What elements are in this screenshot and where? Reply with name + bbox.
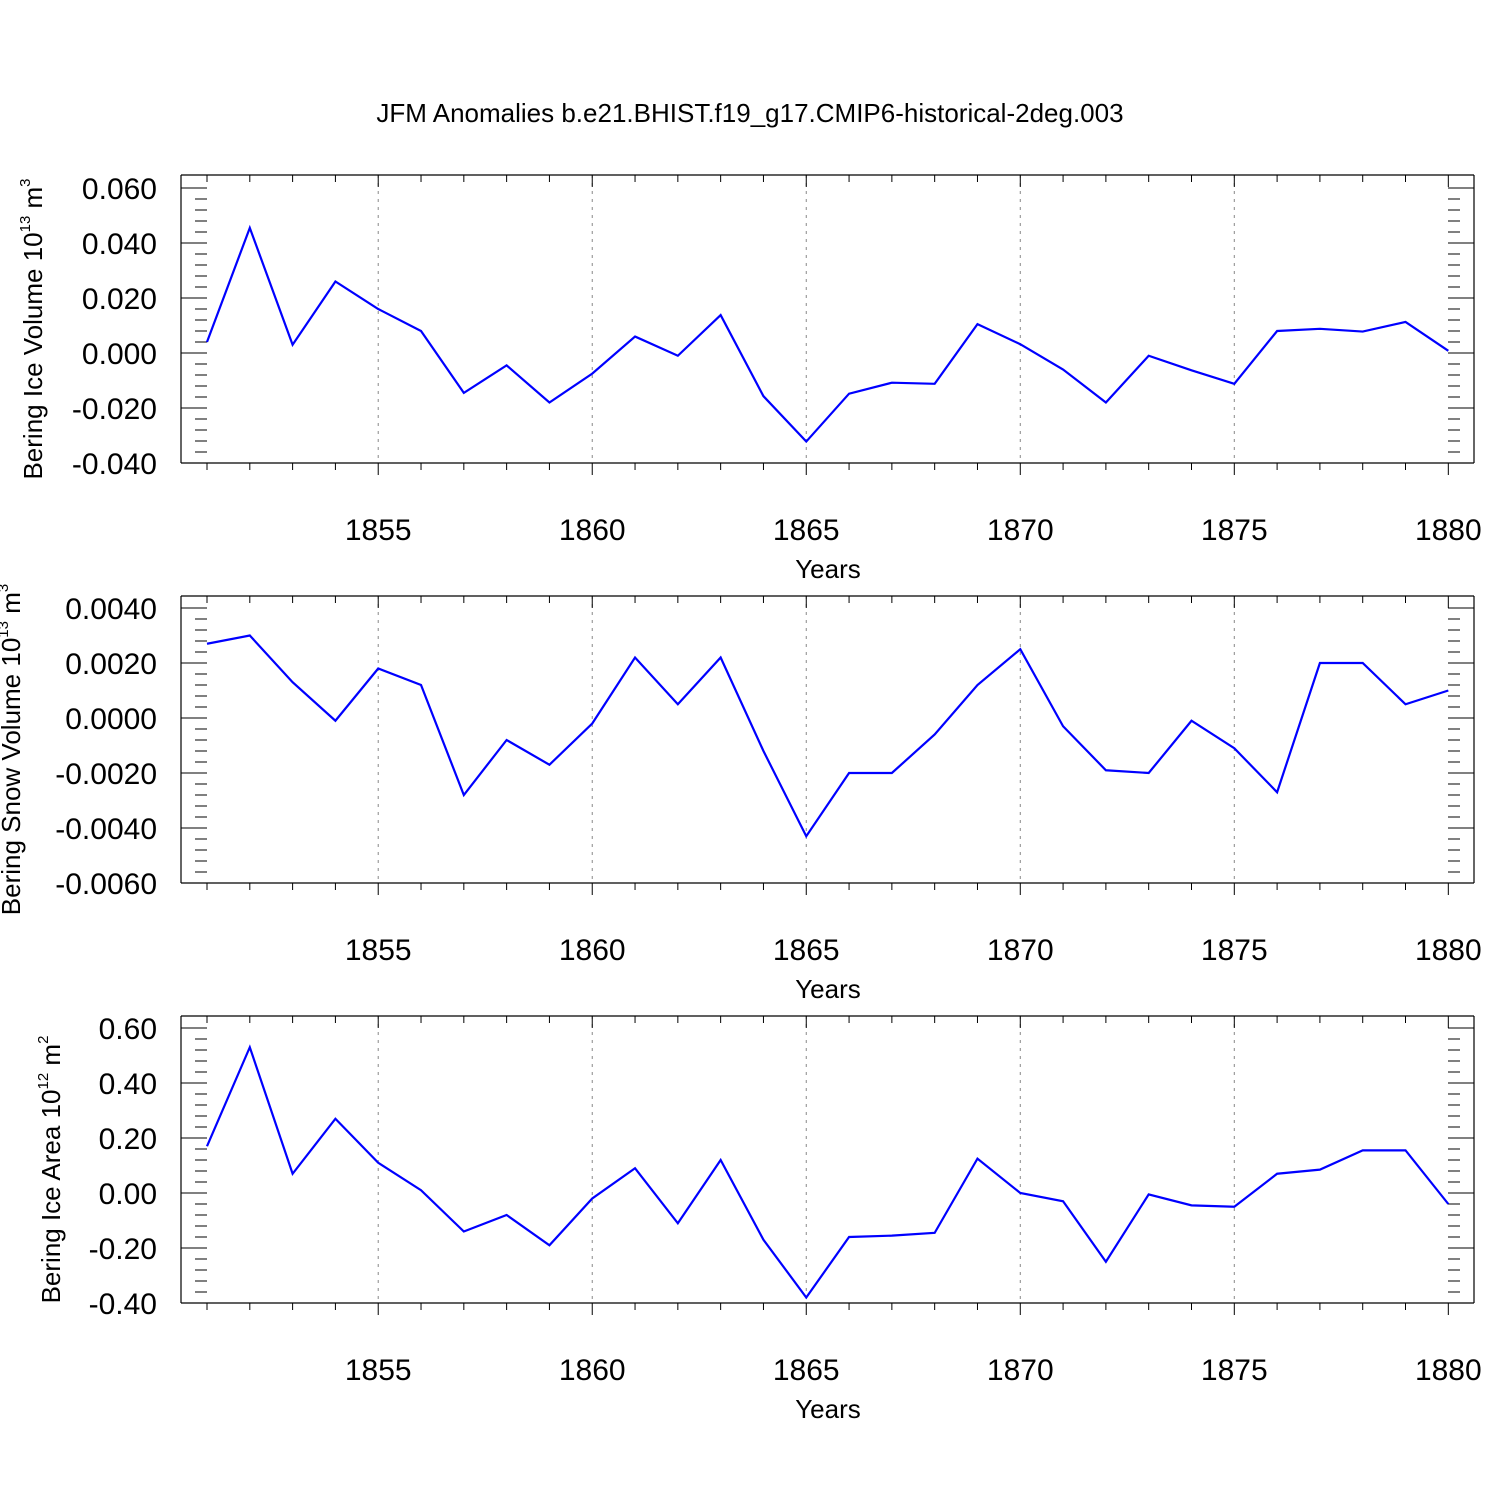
x-tick-label: 1860 xyxy=(559,934,626,967)
x-tick-label: 1855 xyxy=(345,514,412,547)
x-tick-label: 1860 xyxy=(559,514,626,547)
series-line-1 xyxy=(205,1044,1450,1300)
y-tick-label: 0.000 xyxy=(82,338,157,371)
y-axis-title: Bering Ice Area 1012 m2 xyxy=(35,1036,66,1304)
y-tick-label: 0.0020 xyxy=(65,648,157,681)
y-tick-label: -0.040 xyxy=(72,448,157,481)
y-tick-label: 0.0000 xyxy=(65,703,157,736)
series-line-1 xyxy=(206,634,1449,839)
x-axis-title: Years xyxy=(795,554,861,584)
y-tick-label: -0.020 xyxy=(72,393,157,426)
x-tick-label: 1880 xyxy=(1415,1354,1482,1387)
y-tick-label: -0.0060 xyxy=(55,868,157,901)
x-tick-label: 1865 xyxy=(773,1354,840,1387)
panels: 0.060 0.040 0.020 0.000 -0.020 -0.040 1855 1860… xyxy=(0,173,1482,1424)
x-tick-label: 1865 xyxy=(773,514,840,547)
y-tick-label: -0.0040 xyxy=(55,813,157,846)
y-tick-label: 0.20 xyxy=(99,1123,157,1156)
y-tick-label: 0.40 xyxy=(99,1068,157,1101)
x-tick-label: 1880 xyxy=(1415,934,1482,967)
x-tick-label: 1865 xyxy=(773,934,840,967)
x-tick-label: 1875 xyxy=(1201,514,1268,547)
x-tick-label: 1870 xyxy=(987,934,1054,967)
y-tick-label: -0.40 xyxy=(89,1288,157,1321)
x-axis-title: Years xyxy=(795,974,861,1004)
x-axis-title: Years xyxy=(795,1394,861,1424)
chart-panel-1: 0.060 0.040 0.020 0.000 -0.020 -0.040 1855 1860… xyxy=(17,173,1482,584)
y-tick-label: 0.020 xyxy=(82,283,157,316)
y-tick-label: 0.60 xyxy=(99,1013,157,1046)
y-tick-label: 0.00 xyxy=(99,1178,157,1211)
y-tick-label: -0.20 xyxy=(89,1233,157,1266)
x-tick-label: 1875 xyxy=(1201,1354,1268,1387)
chart-panel-2: 0.0040 0.0020 0.0000 -0.0020 -0.0040 -0.0060 1… xyxy=(0,584,1482,1004)
y-tick-label: 0.060 xyxy=(82,173,157,206)
chart-title: JFM Anomalies b.e21.BHIST.f19_g17.CMIP6-… xyxy=(376,98,1123,128)
series-line-1 xyxy=(205,224,1449,444)
x-tick-label: 1875 xyxy=(1201,934,1268,967)
y-axis-title: Bering Snow Volume 1013 m3 xyxy=(0,584,26,915)
x-tick-label: 1880 xyxy=(1415,514,1482,547)
y-tick-label: 0.0040 xyxy=(65,593,157,626)
chart-panel-3: 0.60 0.40 0.20 0.00 -0.20 -0.40 1855 1860 1865 18… xyxy=(35,1013,1482,1424)
x-tick-label: 1860 xyxy=(559,1354,626,1387)
y-tick-label: -0.0020 xyxy=(55,758,157,791)
x-tick-label: 1870 xyxy=(987,1354,1054,1387)
y-tick-label: 0.040 xyxy=(82,228,157,261)
y-axis-title: Bering Ice Volume 1013 m3 xyxy=(17,178,48,479)
x-tick-label: 1855 xyxy=(345,934,412,967)
x-tick-label: 1870 xyxy=(987,514,1054,547)
x-tick-label: 1855 xyxy=(345,1354,412,1387)
